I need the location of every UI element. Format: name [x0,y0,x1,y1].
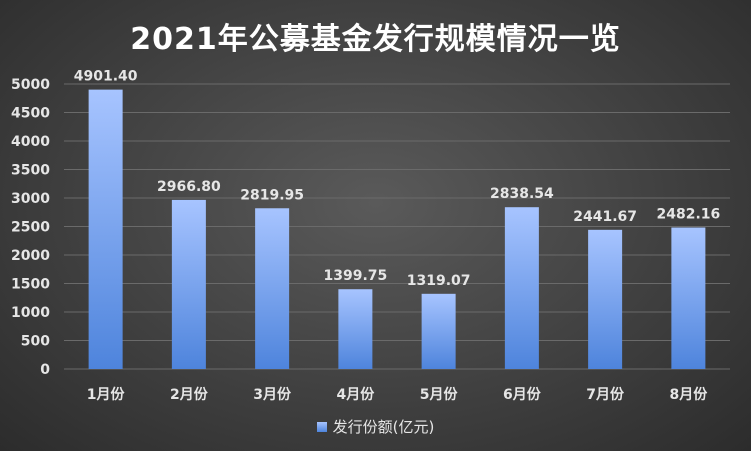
bar [421,293,456,369]
y-tick-label: 4500 [11,106,50,122]
y-tick-label: 0 [40,362,50,378]
data-label: 1319.07 [407,273,471,289]
x-tick-label: 6月份 [503,386,542,403]
x-tick-label: 2月份 [170,386,209,403]
bar [504,207,539,369]
y-tick-label: 3000 [11,191,50,207]
chart-title: 2021年公募基金发行规模情况一览 [130,22,621,57]
bar [88,89,123,369]
x-tick-label: 4月份 [337,386,376,403]
y-tick-label: 4000 [11,134,50,150]
y-tick-label: 2000 [11,248,50,264]
y-tick-label: 500 [21,334,50,350]
y-tick-label: 3500 [11,163,50,179]
x-tick-label: 3月份 [253,386,292,403]
x-tick-label: 8月份 [670,386,709,403]
y-tick-label: 1500 [11,277,50,293]
bar [171,199,206,369]
data-label: 2482.16 [656,207,720,223]
y-tick-label: 1000 [11,305,50,321]
x-tick-label: 7月份 [586,386,625,403]
data-label: 1399.75 [323,268,387,284]
legend: 发行份额(亿元) [0,416,751,437]
data-label: 2819.95 [240,187,304,203]
data-label: 2966.80 [157,179,221,195]
y-tick-label: 5000 [11,77,50,93]
legend-label: 发行份额(亿元) [332,418,435,436]
bar [338,289,373,369]
bar [671,227,706,369]
data-label: 2838.54 [490,186,554,202]
y-tick-label: 2500 [11,220,50,236]
x-tick-label: 5月份 [420,386,459,403]
data-label: 4901.40 [74,69,138,85]
legend-swatch [316,421,327,432]
bar [588,229,623,369]
x-tick-label: 1月份 [87,386,126,403]
bar [255,208,290,369]
data-label: 2441.67 [573,209,637,225]
